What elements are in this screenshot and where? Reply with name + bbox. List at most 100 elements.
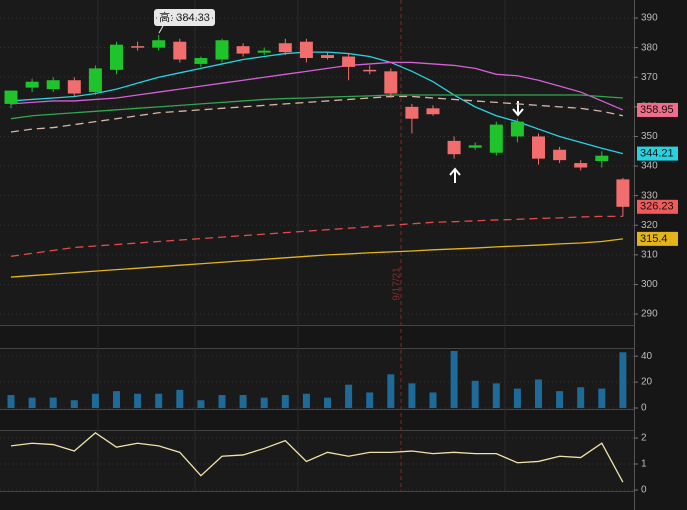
- candle-body: [363, 69, 377, 72]
- y-tick-label: 1: [641, 459, 647, 470]
- price-tag: [637, 102, 678, 117]
- candle-body: [426, 108, 440, 115]
- candle-body: [468, 145, 482, 148]
- ma-line: [10, 215, 623, 257]
- volume-bar: [598, 388, 606, 408]
- volume-bar: [492, 383, 500, 408]
- price-tag-label: 358.95: [640, 104, 674, 116]
- candle-body: [595, 155, 609, 162]
- candle-body: [110, 44, 123, 70]
- volume-bar: [429, 392, 437, 408]
- vertical-grid: [97, 0, 506, 491]
- y-tick-label: 2: [641, 433, 647, 444]
- volume-bar: [366, 392, 374, 408]
- volume-bar: [70, 400, 78, 408]
- ma-line: [10, 95, 624, 133]
- price-tag-label: 315.4: [640, 233, 668, 245]
- sell-arrow: [512, 101, 524, 117]
- volume-bar: [513, 388, 521, 408]
- volume-bar: [324, 397, 331, 408]
- volume-bar: [28, 397, 36, 408]
- high-callout: [154, 9, 215, 26]
- candle-body: [532, 136, 545, 159]
- high-label: 高: 384.33: [159, 10, 210, 24]
- volume-bar: [471, 380, 479, 408]
- candle-body: [257, 50, 271, 53]
- price-tag: [637, 146, 678, 161]
- candle-body: [553, 149, 567, 161]
- candle-body: [194, 58, 208, 64]
- buy-arrow: [449, 167, 461, 183]
- candle-body: [88, 68, 102, 93]
- y-tick-label: 380: [641, 42, 658, 53]
- candle-body: [574, 163, 588, 168]
- y-tick-label: 320: [641, 220, 658, 231]
- volume-bar: [218, 395, 226, 408]
- volume-panel: [0, 348, 634, 409]
- volume-bar: [7, 395, 15, 408]
- candle-body: [616, 179, 630, 207]
- y-tick-label: 300: [641, 279, 658, 290]
- candle-body: [447, 140, 461, 155]
- y-tick-label: 340: [641, 161, 658, 172]
- volume-bar: [281, 395, 289, 408]
- y-tick-label: 40: [641, 351, 653, 362]
- volume-bar: [91, 393, 99, 408]
- candle-body: [405, 106, 419, 119]
- date-label: 9/17/21: [392, 267, 403, 301]
- candle-body: [278, 43, 292, 53]
- volume-bar: [577, 387, 585, 408]
- volume-bar: [345, 384, 353, 408]
- volume-bar: [239, 395, 247, 408]
- y-tick-label: 390: [641, 13, 658, 24]
- candle-body: [25, 81, 39, 88]
- candle-body: [510, 121, 524, 137]
- candle-body: [489, 124, 503, 153]
- price-tag: [637, 199, 678, 214]
- ma-line: [10, 61, 624, 111]
- volume-bar: [49, 397, 57, 408]
- volume-bar: [619, 352, 627, 408]
- ma-line: [10, 94, 623, 120]
- candle-body: [4, 90, 18, 104]
- candle-body: [131, 46, 145, 48]
- price-tag-label: 344.21: [640, 147, 674, 159]
- volume-bar: [197, 400, 205, 408]
- y-tick-label: 290: [641, 309, 658, 320]
- volume-bar: [113, 391, 120, 408]
- volume-bar: [134, 393, 142, 408]
- volume-bar: [450, 350, 458, 408]
- candle-body: [46, 80, 60, 90]
- price-tag: [637, 231, 678, 246]
- y-tick-label: 310: [641, 249, 658, 260]
- volume-bar: [176, 389, 184, 408]
- y-tick-label: 370: [641, 72, 658, 83]
- candle-body: [173, 41, 187, 60]
- ma-line: [10, 432, 624, 483]
- volume-bar: [302, 393, 310, 408]
- volume-bar: [260, 397, 268, 408]
- volume-bar: [155, 393, 163, 408]
- candle-body: [152, 40, 166, 48]
- candle-body: [321, 55, 334, 59]
- candle-body: [384, 71, 398, 94]
- candle-body: [67, 80, 81, 94]
- y-tick-label: 330: [641, 190, 658, 201]
- y-tick-label: 0: [641, 485, 647, 496]
- candle-body: [342, 56, 356, 67]
- y-tick-label: 350: [641, 131, 658, 142]
- volume-bar: [408, 383, 416, 408]
- volume-bar: [387, 374, 395, 408]
- volume-bar: [556, 391, 564, 408]
- candle-body: [236, 46, 250, 54]
- callout-pointer: [158, 25, 164, 34]
- candle-body: [299, 41, 313, 59]
- volume-bar: [535, 379, 542, 408]
- ma-line: [10, 238, 623, 278]
- oscillator-panel: [0, 430, 634, 491]
- price-tag-label: 326.23: [640, 201, 674, 213]
- y-tick-label: 0: [641, 403, 647, 414]
- y-tick-label: 20: [641, 377, 653, 388]
